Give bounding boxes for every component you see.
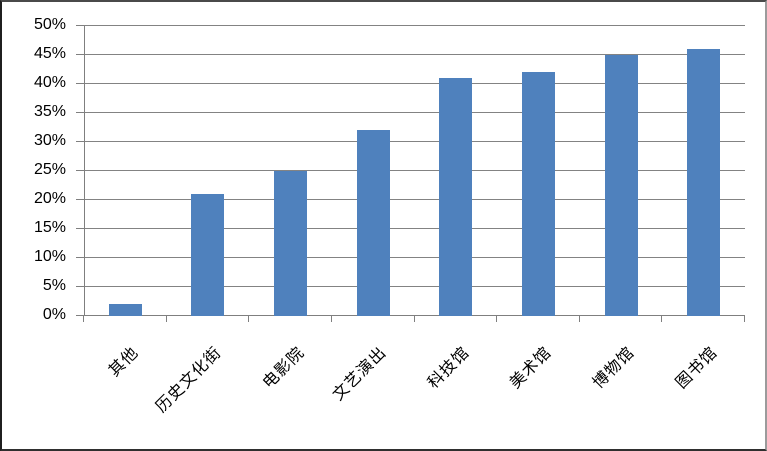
bar-3 [356,130,390,316]
x-axis-tick [744,316,745,322]
gridline [84,199,745,200]
bar-0 [108,304,142,316]
gridline [84,228,745,229]
y-tick-label: 0% [42,306,66,323]
y-axis-tick [76,315,84,316]
x-axis-tick [413,316,415,322]
x-axis-tick [330,316,332,322]
y-tick-label: 20% [33,190,66,207]
x-tick-label: 图书馆 [672,344,721,393]
y-tick-label: 30% [33,132,66,149]
y-axis-tick [76,141,84,142]
gridline [84,257,745,258]
bar-5 [521,72,555,316]
x-axis-tick [248,316,250,322]
x-axis-tick [661,316,663,322]
y-tick-label: 45% [33,45,66,62]
y-axis-tick [76,228,84,229]
x-tick-label: 电影院 [259,344,308,393]
x-tick-label: 科技馆 [424,344,473,393]
gridline [84,54,745,55]
bar-2 [274,171,308,316]
y-tick-label: 35% [33,103,66,120]
y-tick-label: 15% [33,219,66,236]
bar-4 [439,78,473,316]
x-tick-label: 博物馆 [589,344,639,393]
y-axis-line [84,26,85,316]
y-tick-label: 5% [42,277,66,294]
x-tick-label: 其他 [106,344,143,381]
y-axis-tick [76,199,84,200]
gridline [84,112,745,113]
gridline [84,25,745,26]
y-axis-tick [76,25,84,26]
y-axis-tick [76,54,84,55]
y-axis-tick [76,286,84,287]
x-axis-tick [578,316,580,322]
gridline [84,286,745,287]
x-axis-tick [83,316,84,322]
gridline [84,141,745,142]
bar-1 [191,194,225,316]
x-axis-line [84,315,745,316]
x-axis-tick [496,316,498,322]
bar-7 [687,49,721,316]
x-axis-tick [165,316,167,322]
y-tick-label: 50% [33,16,66,33]
x-tick-label: 文艺演出 [330,344,391,405]
y-tick-label: 10% [33,248,66,265]
bar-6 [604,55,638,316]
y-axis-tick [76,170,84,171]
gridline [84,170,745,171]
y-tick-label: 25% [33,161,66,178]
y-tick-label: 40% [33,74,66,91]
gridline [84,83,745,84]
y-axis-tick [76,257,84,258]
y-axis-tick [76,83,84,84]
y-axis-tick [76,112,84,113]
x-tick-label: 历史文化街 [152,344,225,417]
x-tick-label: 美术馆 [507,344,556,393]
